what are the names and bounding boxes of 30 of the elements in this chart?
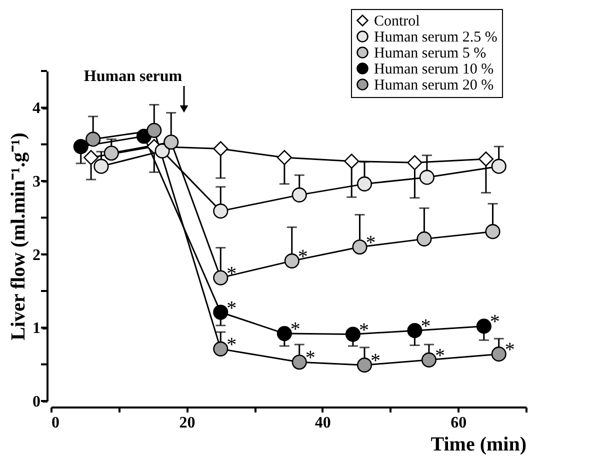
y-axis-title: Liver flow (ml.min⁻¹.g⁻¹) xyxy=(8,132,30,340)
annotation: Human serum xyxy=(84,68,183,85)
legend-label: Human serum 2.5 % xyxy=(374,30,498,46)
y-tick-label: 3 xyxy=(32,174,40,190)
legend-label: Human serum 20 % xyxy=(374,78,494,94)
y-tick-label: 4 xyxy=(32,100,40,118)
legend-label: Control xyxy=(374,14,420,30)
annotation: * xyxy=(366,232,376,254)
annotation: * xyxy=(298,246,308,268)
x-tick-label: 40 xyxy=(314,414,331,432)
annotation: * xyxy=(358,319,369,342)
y-tick-label: 1 xyxy=(32,320,40,338)
annotation: * xyxy=(490,311,500,334)
annotation: * xyxy=(370,350,380,372)
y-tick-label: 2 xyxy=(32,246,40,264)
annotation: * xyxy=(226,262,237,285)
x-tick-label: 0 xyxy=(52,414,60,432)
annotation: * xyxy=(290,318,300,341)
x-tick-label: 20 xyxy=(179,414,196,432)
annotation: * xyxy=(305,347,316,370)
annotation: * xyxy=(504,339,515,362)
annotation: * xyxy=(434,344,445,367)
x-tick-label: 60 xyxy=(450,414,467,432)
legend-label: Human serum 10 % xyxy=(374,62,494,78)
legend-label: Human serum 5 % xyxy=(374,46,486,62)
annotation: * xyxy=(226,334,237,356)
annotation: * xyxy=(420,316,431,338)
x-axis-title: Time (min) xyxy=(430,434,526,456)
annotation: * xyxy=(226,297,237,320)
y-tick-label: 0 xyxy=(32,394,40,410)
